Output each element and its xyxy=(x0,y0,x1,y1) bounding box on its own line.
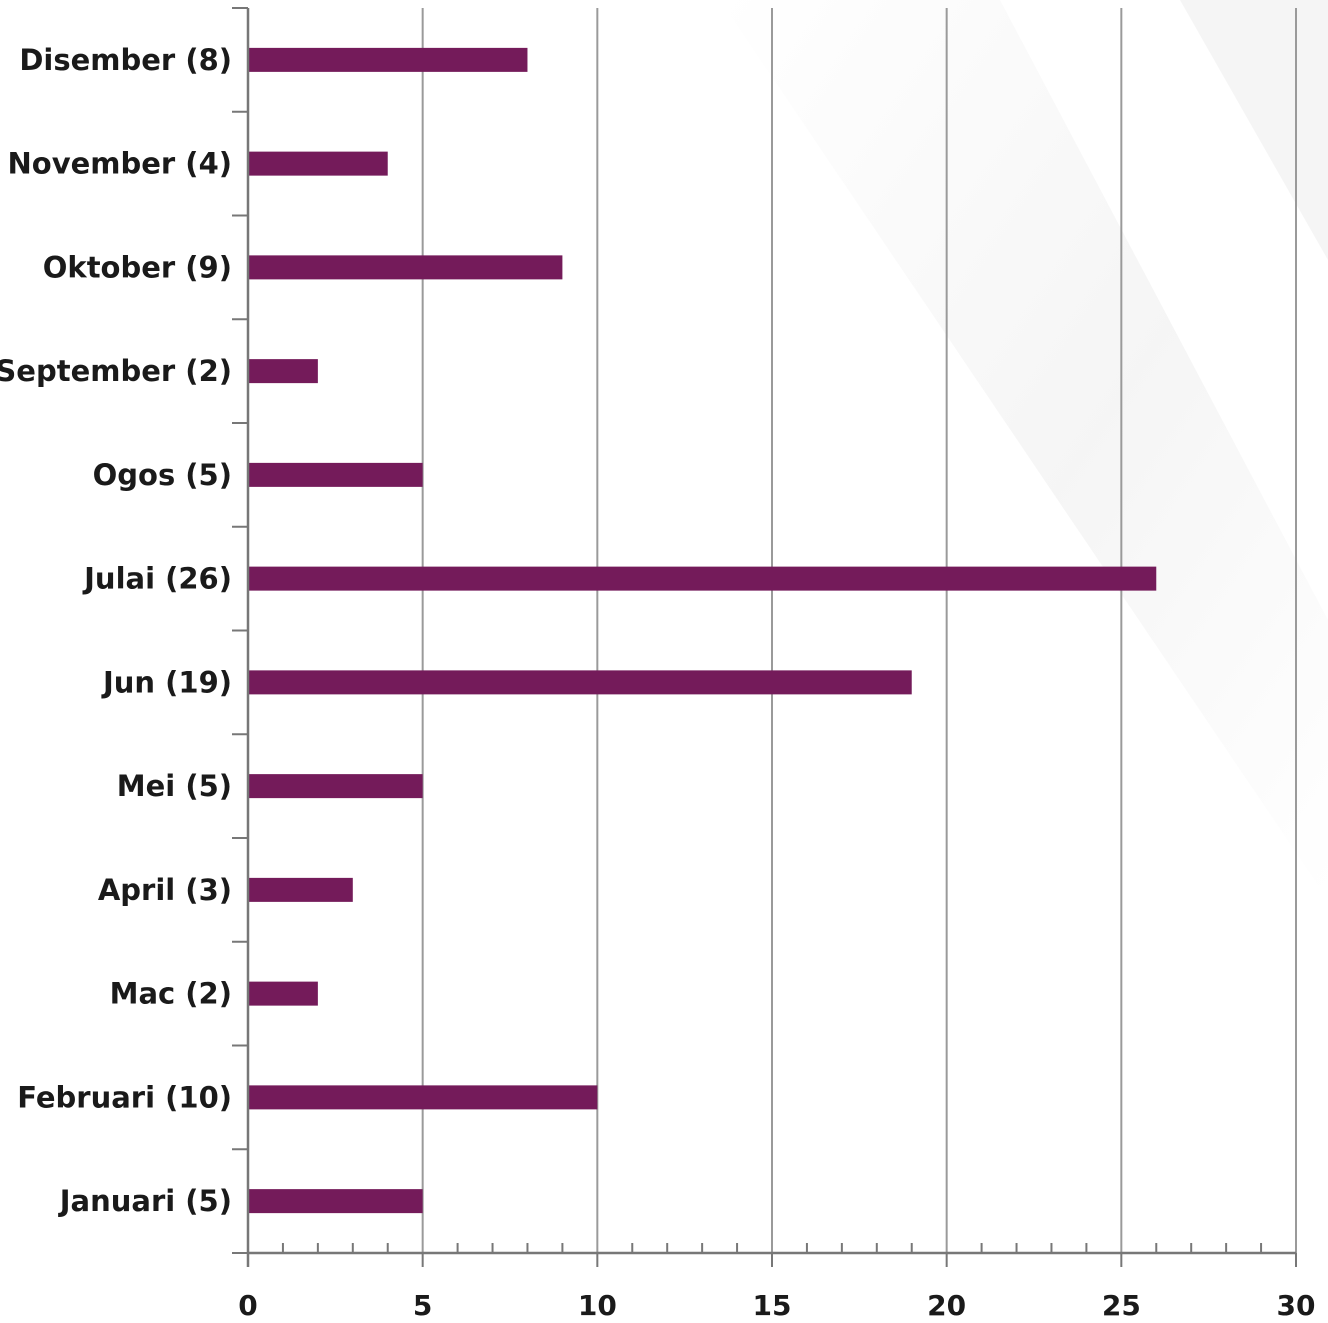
category-label-10: Oktober (9) xyxy=(43,250,232,284)
bar-1 xyxy=(249,1189,423,1214)
bar-6 xyxy=(249,670,912,695)
category-label-8: Ogos (5) xyxy=(93,458,232,492)
category-label-3: Mac (2) xyxy=(110,977,232,1011)
bar-3 xyxy=(249,981,318,1006)
category-label-6: Jun (19) xyxy=(101,665,232,699)
x-tick-label-15: 15 xyxy=(753,1289,792,1322)
x-tick-label-0: 0 xyxy=(238,1289,257,1322)
x-tick-label-10: 10 xyxy=(578,1289,617,1322)
bar-5 xyxy=(249,774,423,799)
bar-12 xyxy=(249,47,528,72)
x-tick-label-20: 20 xyxy=(927,1289,966,1322)
bar-2 xyxy=(249,1085,598,1110)
bar-8 xyxy=(249,462,423,487)
background-decoration xyxy=(720,0,1328,900)
x-tick-label-25: 25 xyxy=(1102,1289,1141,1322)
bar-11 xyxy=(249,151,388,176)
x-tick-label-5: 5 xyxy=(413,1289,432,1322)
category-label-9: September (2) xyxy=(0,354,232,388)
bar-4 xyxy=(249,877,353,902)
bar-7 xyxy=(249,566,1157,591)
bar-10 xyxy=(249,255,563,280)
category-label-11: November (4) xyxy=(8,147,233,181)
category-label-5: Mei (5) xyxy=(117,769,232,803)
category-label-4: April (3) xyxy=(98,873,232,907)
category-label-1: Januari (5) xyxy=(58,1184,232,1218)
category-label-2: Februari (10) xyxy=(17,1080,232,1114)
bars xyxy=(249,47,1157,1214)
category-label-7: Julai (26) xyxy=(82,562,232,596)
axes xyxy=(232,7,1297,1267)
gridlines xyxy=(421,8,1297,1253)
category-label-12: Disember (8) xyxy=(19,43,232,77)
labels: Januari (5) Februari (10) Mac (2) April (3)… xyxy=(0,43,1315,1322)
x-tick-label-30: 30 xyxy=(1277,1289,1316,1322)
bar-9 xyxy=(249,359,318,384)
